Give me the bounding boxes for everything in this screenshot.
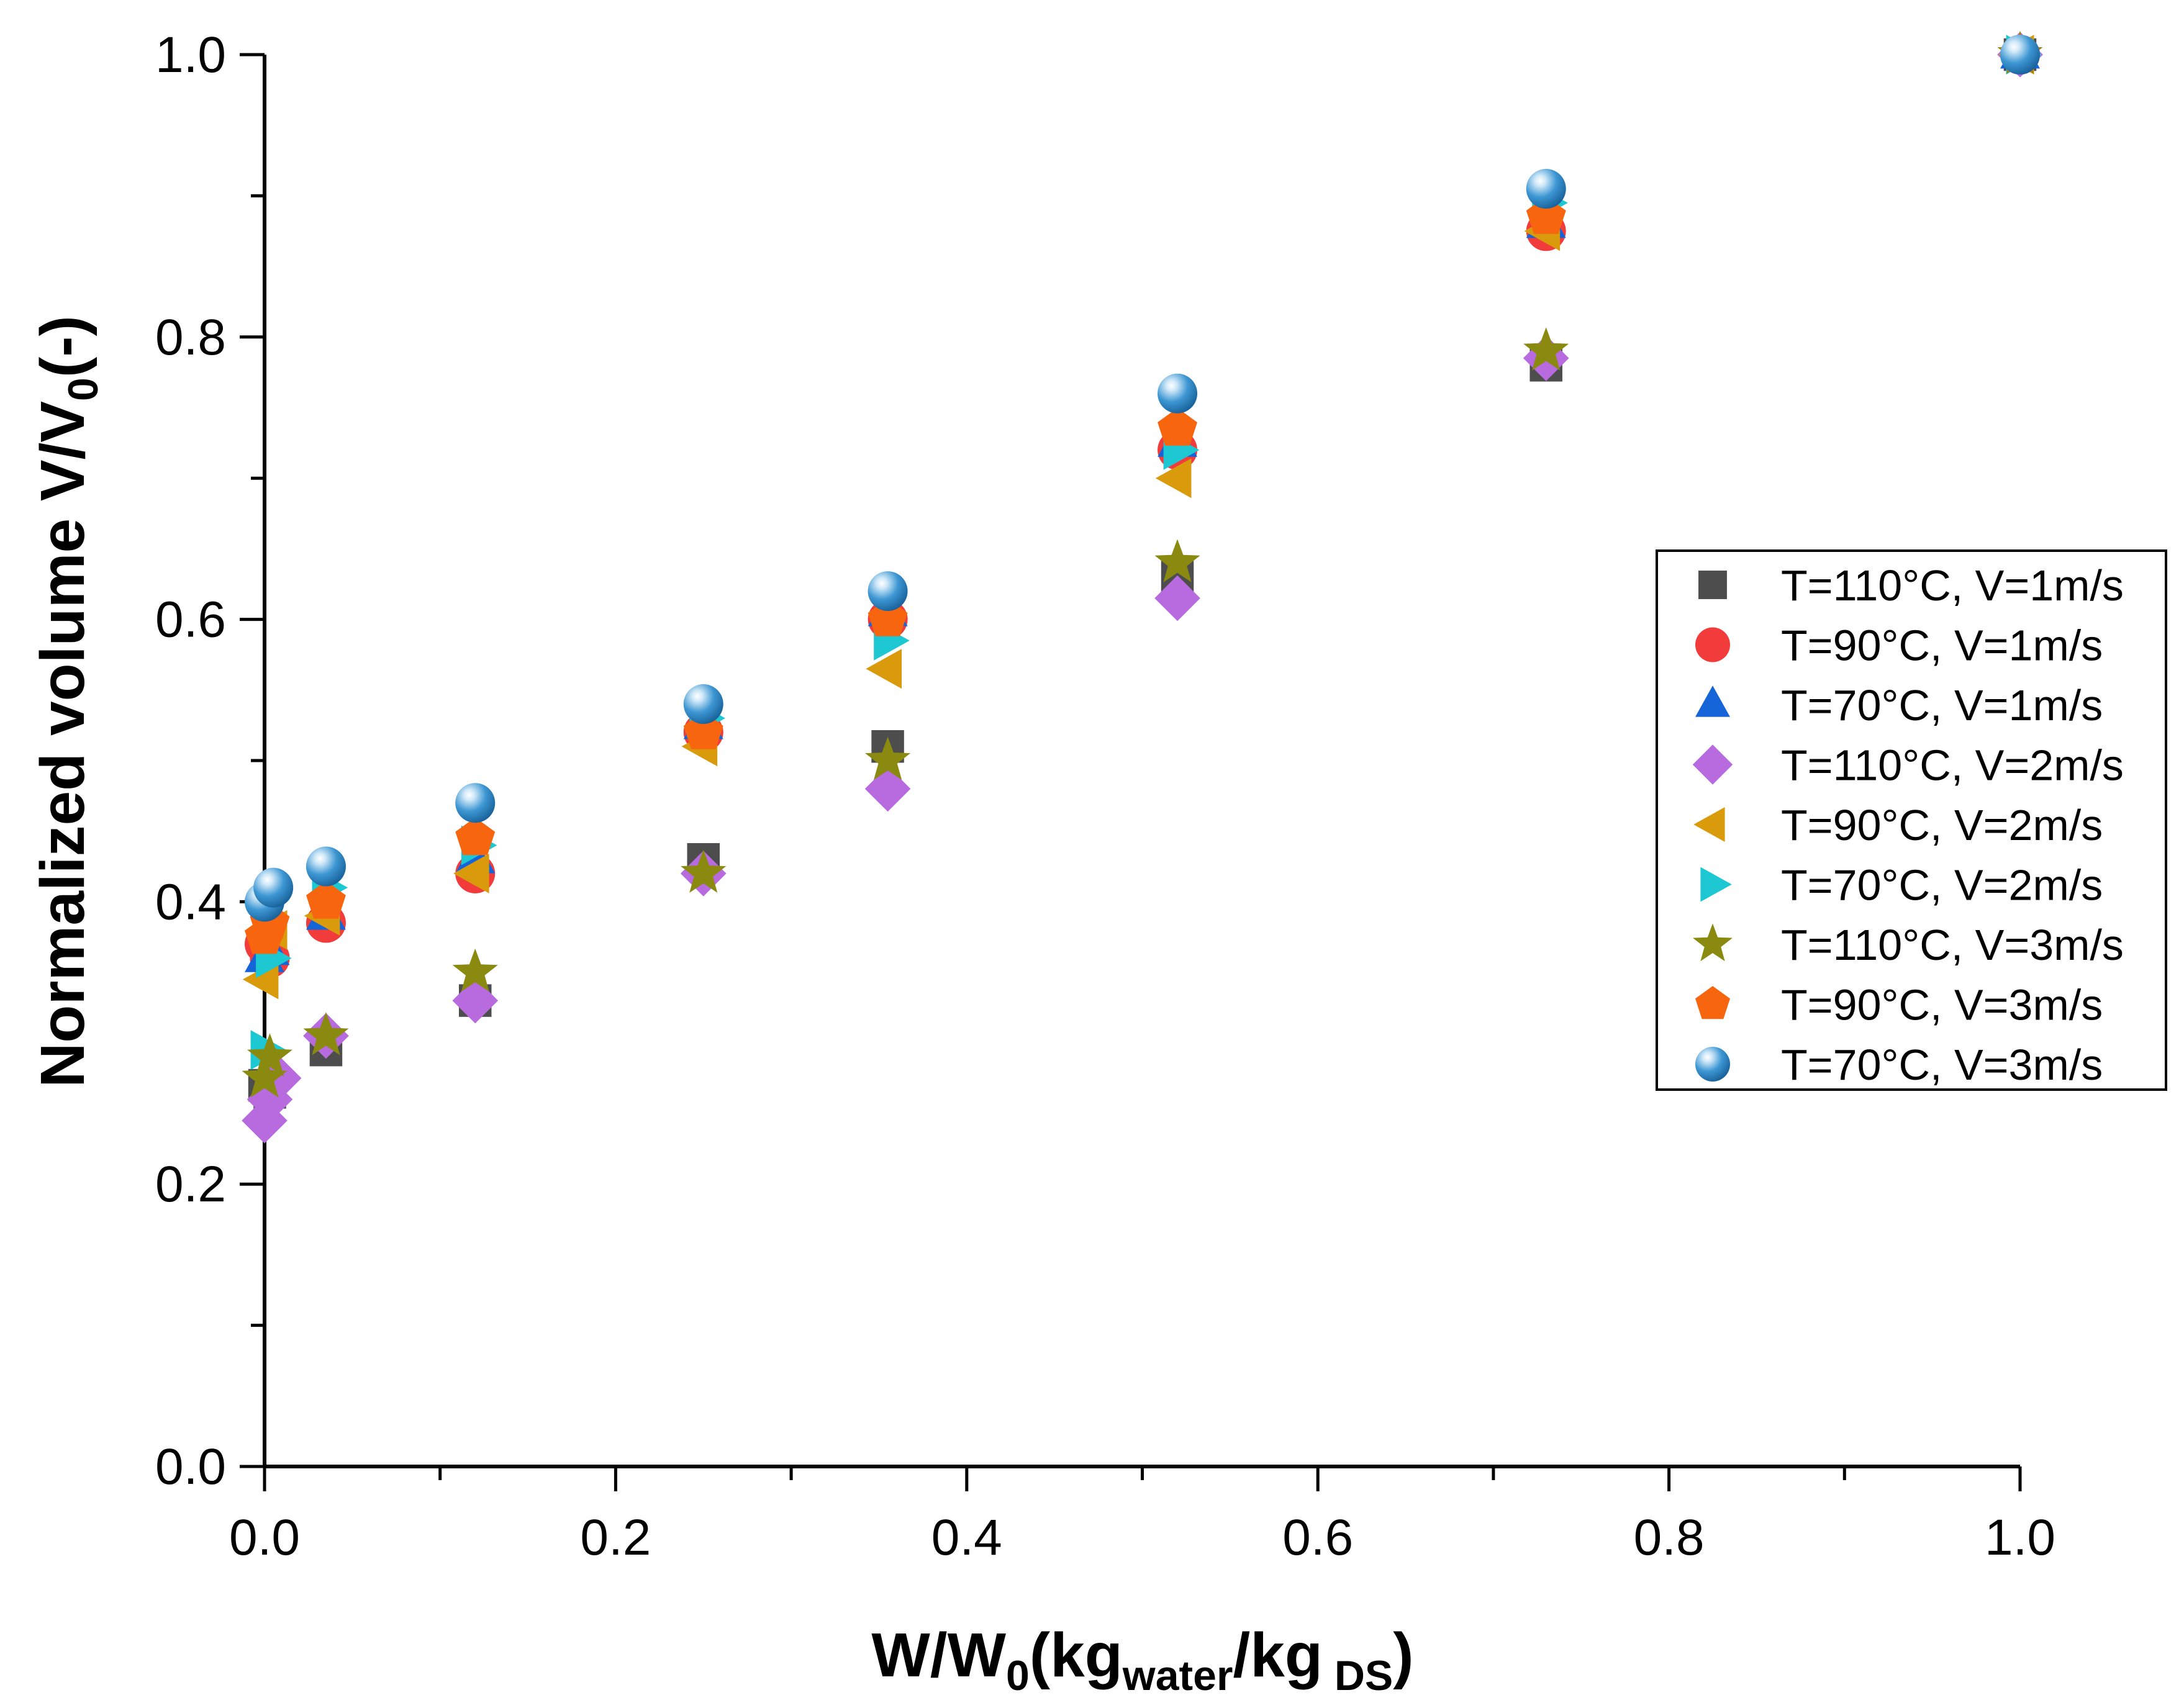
legend-box: [1656, 549, 2167, 1091]
data-point-series-5: [453, 853, 489, 893]
data-point-series-8: [455, 817, 496, 856]
data-point-series-7: [865, 736, 911, 780]
legend-marker: [1693, 807, 1725, 842]
data-point-series-9: [2000, 35, 2040, 75]
x-tick-label: 0.2: [580, 1509, 651, 1566]
data-point-series-9: [253, 867, 294, 908]
legend-marker: [1700, 867, 1732, 902]
legend-item: T=110°C, V=3m/s: [1693, 921, 2124, 969]
data-point-series-5: [866, 649, 902, 689]
data-point-series-7: [452, 948, 498, 992]
x-tick-label: 0.4: [931, 1509, 1002, 1566]
legend-label: T=110°C, V=1m/s: [1781, 561, 2124, 610]
y-tick-label: 0.6: [155, 592, 226, 648]
data-point-series-9: [868, 571, 908, 612]
x-tick-label: 0.0: [229, 1509, 300, 1566]
data-point-series-4: [1154, 575, 1200, 621]
data-point-series-9: [1526, 169, 1566, 209]
data-point-series-7: [681, 849, 727, 893]
legend-marker: [1695, 1047, 1730, 1082]
legend-item: T=70°C, V=2m/s: [1700, 861, 2103, 910]
data-point-series-7: [1523, 327, 1569, 371]
legend-item: T=70°C, V=1m/s: [1695, 681, 2103, 730]
legend-item: T=70°C, V=3m/s: [1695, 1041, 2103, 1089]
y-tick-label: 0.4: [155, 874, 226, 930]
legend-marker: [1695, 986, 1730, 1019]
legend-label: T=70°C, V=3m/s: [1781, 1041, 2103, 1089]
legend-item: T=90°C, V=3m/s: [1695, 981, 2103, 1029]
legend-marker: [1695, 685, 1730, 717]
legend-label: T=90°C, V=2m/s: [1781, 801, 2103, 849]
y-tick-label: 0.8: [155, 309, 226, 366]
legend-label: T=110°C, V=3m/s: [1781, 921, 2124, 969]
data-point-series-4: [864, 766, 911, 812]
data-point-series-7: [303, 1012, 349, 1055]
legend-label: T=90°C, V=1m/s: [1781, 621, 2103, 670]
legend-item: T=110°C, V=1m/s: [1698, 561, 2124, 610]
data-point-series-8: [306, 880, 346, 919]
legend-marker: [1695, 627, 1730, 662]
data-point-series-7: [242, 1054, 288, 1098]
data-point-series-5: [1155, 458, 1192, 499]
y-tick-label: 0.0: [155, 1439, 226, 1495]
data-points: [242, 30, 2043, 1144]
legend-marker: [1692, 744, 1733, 785]
y-axis-title: Normalized volume V/V0(-): [28, 315, 107, 1088]
x-tick-label: 0.6: [1282, 1509, 1353, 1566]
data-point-series-9: [683, 684, 723, 725]
data-point-series-9: [455, 783, 496, 823]
legend-item: T=90°C, V=1m/s: [1695, 621, 2103, 670]
legend-marker: [1693, 923, 1733, 962]
legend-marker: [1698, 571, 1727, 599]
axes: 0.0 0.2 0.4 0.6 0.8 1.0 0.0 0.2 0.4 0.6 0.8 1.0: [155, 27, 2055, 1566]
legend: T=110°C, V=1m/s T=90°C, V=1m/s T=70°C, V=1…: [1656, 549, 2167, 1091]
data-point-series-8: [1158, 408, 1197, 446]
data-point-series-9: [1158, 373, 1198, 413]
x-axis-title: W/W0(kgwater/kg DS): [871, 1620, 1413, 1699]
y-tick-label: 0.2: [155, 1156, 226, 1213]
legend-label: T=110°C, V=2m/s: [1781, 741, 2124, 790]
legend-label: T=90°C, V=3m/s: [1781, 981, 2103, 1029]
data-point-series-7: [247, 1033, 292, 1077]
x-tick-label: 1.0: [1985, 1509, 2055, 1566]
data-point-series-9: [306, 846, 346, 887]
legend-item: T=90°C, V=2m/s: [1693, 801, 2103, 849]
legend-item: T=110°C, V=2m/s: [1692, 741, 2124, 790]
legend-label: T=70°C, V=2m/s: [1781, 861, 2103, 910]
x-tick-label: 0.8: [1634, 1509, 1705, 1566]
y-tick-label: 1.0: [155, 27, 226, 83]
data-point-series-7: [1154, 539, 1200, 582]
legend-label: T=70°C, V=1m/s: [1781, 681, 2103, 730]
